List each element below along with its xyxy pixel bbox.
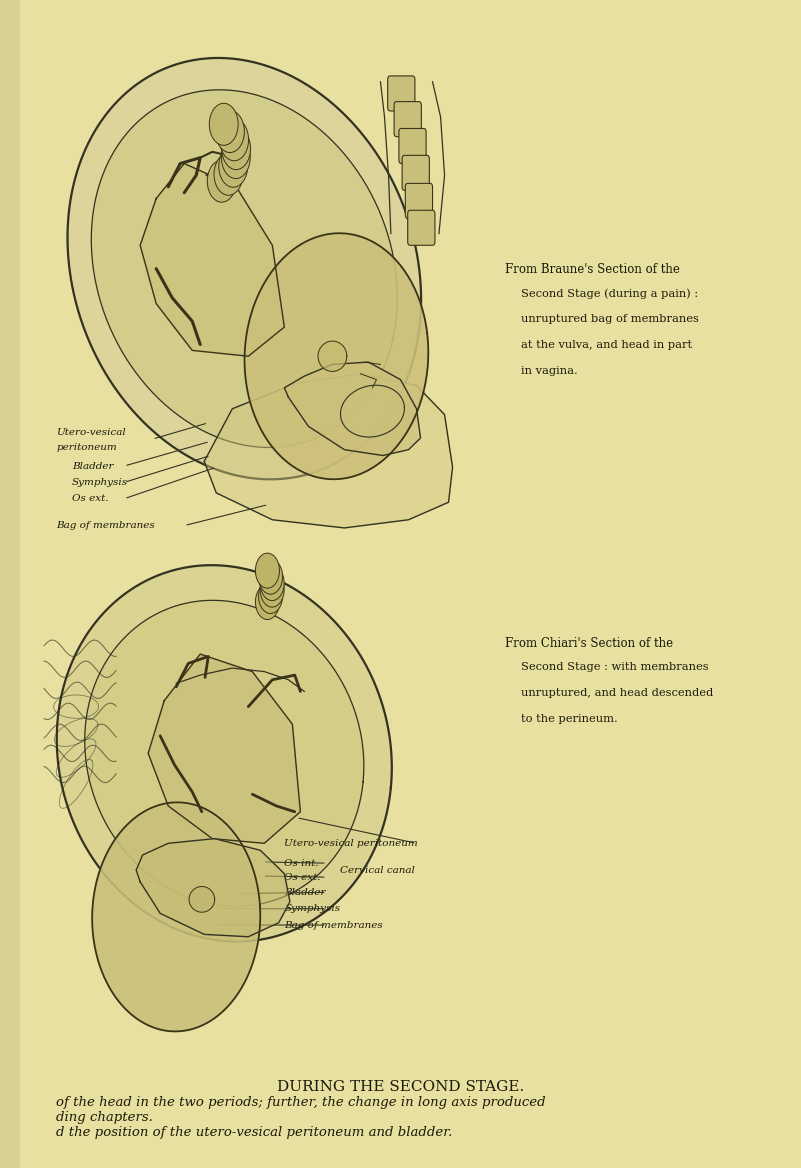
Polygon shape [67,58,421,479]
FancyBboxPatch shape [399,128,426,164]
Circle shape [209,103,238,145]
Text: d the position of the utero-vesical peritoneum and bladder.: d the position of the utero-vesical peri… [56,1126,453,1139]
Text: Symphysis: Symphysis [72,478,128,487]
FancyBboxPatch shape [405,183,433,218]
Polygon shape [92,802,260,1031]
Polygon shape [284,362,421,456]
Polygon shape [140,164,284,356]
Polygon shape [91,90,397,447]
Text: in vagina.: in vagina. [521,366,578,376]
Circle shape [214,153,243,195]
Text: at the vulva, and head in part: at the vulva, and head in part [521,340,692,350]
Circle shape [259,578,283,613]
Text: to the perineum.: to the perineum. [521,714,618,724]
Text: Bladder: Bladder [72,461,114,471]
Text: DURING THE SECOND STAGE.: DURING THE SECOND STAGE. [277,1080,524,1094]
Text: Bladder: Bladder [284,888,326,897]
Text: Bag of membranes: Bag of membranes [56,521,155,530]
Text: Symphysis: Symphysis [284,904,340,913]
FancyBboxPatch shape [388,76,415,111]
FancyBboxPatch shape [394,102,421,137]
Circle shape [256,554,280,589]
Text: peritoneum: peritoneum [56,443,117,452]
Text: Utero-vesical: Utero-vesical [56,427,126,437]
Polygon shape [340,385,405,437]
Text: Os ext.: Os ext. [72,494,109,503]
Circle shape [260,565,284,600]
Text: of the head in the two periods; further, the change in long axis produced: of the head in the two periods; further,… [56,1096,545,1108]
Polygon shape [85,600,364,906]
Text: Second Stage (during a pain) :: Second Stage (during a pain) : [521,288,698,299]
Circle shape [207,160,236,202]
Text: Os ext.: Os ext. [284,872,321,882]
Polygon shape [318,341,347,371]
Circle shape [259,559,283,595]
Text: From Chiari's Section of the: From Chiari's Section of the [505,637,673,649]
Text: ding chapters.: ding chapters. [56,1111,153,1124]
Bar [0,0,20,1168]
Text: From Braune's Section of the: From Braune's Section of the [505,263,679,276]
Text: Utero-vesical peritoneum: Utero-vesical peritoneum [284,839,418,848]
Polygon shape [57,565,392,941]
Text: Os int.: Os int. [284,858,319,868]
Polygon shape [148,654,300,843]
Circle shape [260,572,284,607]
Polygon shape [136,839,290,937]
Polygon shape [204,374,453,528]
Text: unruptured, and head descended: unruptured, and head descended [521,688,713,698]
Circle shape [221,137,250,179]
Circle shape [219,145,248,187]
FancyBboxPatch shape [408,210,435,245]
Circle shape [215,111,244,153]
Polygon shape [189,887,215,912]
Circle shape [219,119,248,161]
FancyBboxPatch shape [402,155,429,190]
Circle shape [222,127,251,169]
Text: Cervical canal: Cervical canal [340,865,415,875]
Circle shape [256,584,280,619]
Text: Bag of membranes: Bag of membranes [284,920,383,930]
Polygon shape [244,234,429,479]
Text: unruptured bag of membranes: unruptured bag of membranes [521,314,698,325]
Text: Second Stage : with membranes: Second Stage : with membranes [521,662,708,673]
